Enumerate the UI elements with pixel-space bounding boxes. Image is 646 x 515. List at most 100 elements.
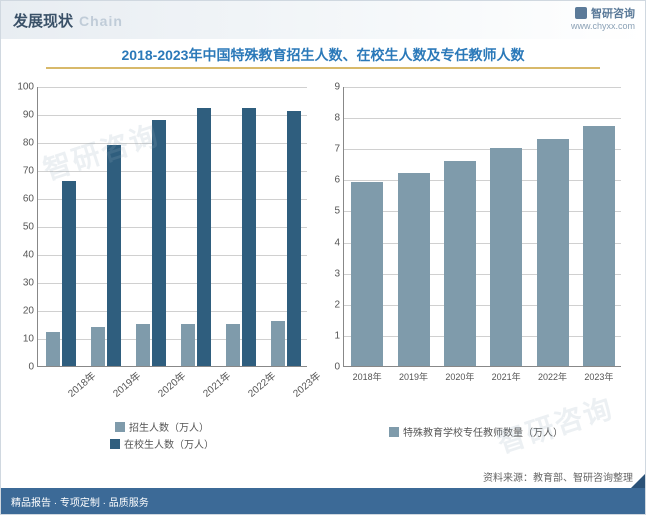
title-underline xyxy=(46,67,600,69)
y-tick-label: 6 xyxy=(334,175,344,186)
y-tick-label: 20 xyxy=(23,306,38,317)
grid-line xyxy=(344,305,621,306)
source-label: 资料来源：教育部、智研咨询整理 xyxy=(483,469,633,484)
grid-line xyxy=(344,243,621,244)
y-tick-label: 9 xyxy=(334,82,344,93)
left-plot-area: 01020304050607080901002018年2019年2020年202… xyxy=(37,87,307,367)
bar xyxy=(136,324,150,366)
x-tick-label: 2019年 xyxy=(399,366,428,383)
y-tick-label: 60 xyxy=(23,194,38,205)
chart-title-bar: 2018-2023年中国特殊教育招生人数、在校生人数及专任教师人数 xyxy=(1,39,645,73)
footer-text: 精品报告 · 专项定制 · 品质服务 xyxy=(11,494,149,509)
footer-bar: 精品报告 · 专项定制 · 品质服务 xyxy=(1,488,645,514)
bar xyxy=(537,139,569,366)
y-tick-label: 40 xyxy=(23,250,38,261)
legend-swatch xyxy=(115,422,125,432)
legend-item: 招生人数（万人） xyxy=(115,419,209,434)
y-tick-label: 50 xyxy=(23,222,38,233)
grid-line xyxy=(38,87,307,88)
header-title-en: Chain xyxy=(79,13,123,29)
grid-line xyxy=(344,274,621,275)
y-tick-label: 10 xyxy=(23,334,38,345)
grid-line xyxy=(38,339,307,340)
y-tick-label: 70 xyxy=(23,166,38,177)
legend-label: 招生人数（万人） xyxy=(129,419,209,434)
bar xyxy=(91,327,105,366)
left-chart: 0 10 20 30 40 50 60 70 80 90 100 2018年 2019年 2020年 202… xyxy=(7,77,317,457)
grid-line xyxy=(344,180,621,181)
bar xyxy=(490,148,522,366)
bar xyxy=(226,324,240,366)
grid-line xyxy=(344,149,621,150)
y-tick-label: 5 xyxy=(334,206,344,217)
bar xyxy=(107,145,121,366)
right-legend: 特殊教育学校专任教师数量（万人） xyxy=(321,424,631,439)
bar xyxy=(197,108,211,366)
x-tick-label: 2020年 xyxy=(445,366,474,383)
brand-icon xyxy=(575,7,587,19)
grid-line xyxy=(38,227,307,228)
legend-swatch xyxy=(389,427,399,437)
legend-swatch xyxy=(110,439,120,449)
grid-line xyxy=(38,143,307,144)
grid-line xyxy=(38,199,307,200)
x-tick-label: 2023年 xyxy=(287,366,323,400)
bar xyxy=(46,332,60,366)
brand-url: www.chyxx.com xyxy=(571,21,635,31)
x-tick-label: 2023年 xyxy=(584,366,613,383)
bar xyxy=(181,324,195,366)
y-tick-label: 80 xyxy=(23,138,38,149)
x-tick-label: 2021年 xyxy=(197,366,233,400)
grid-line xyxy=(38,311,307,312)
chart-title: 2018-2023年中国特殊教育招生人数、在校生人数及专任教师人数 xyxy=(122,45,525,65)
header-title-cn: 发展现状 xyxy=(13,10,73,31)
x-tick-label: 2022年 xyxy=(242,366,278,400)
brand-name: 智研咨询 xyxy=(591,5,635,21)
x-tick-label: 2018年 xyxy=(353,366,382,383)
bar xyxy=(287,111,301,366)
y-tick-label: 100 xyxy=(17,82,38,93)
legend-label: 在校生人数（万人） xyxy=(124,436,214,451)
y-tick-label: 30 xyxy=(23,278,38,289)
y-tick-label: 7 xyxy=(334,144,344,155)
x-tick-label: 2018年 xyxy=(62,366,98,400)
grid-line xyxy=(344,87,621,88)
header-right: 智研咨询 www.chyxx.com xyxy=(571,5,635,31)
header-bar: 发展现状 Chain 智研咨询 www.chyxx.com xyxy=(1,1,645,39)
bar xyxy=(351,182,383,366)
bar xyxy=(583,126,615,366)
y-tick-label: 8 xyxy=(334,113,344,124)
x-tick-label: 2022年 xyxy=(538,366,567,383)
y-tick-label: 90 xyxy=(23,110,38,121)
x-tick-label: 2019年 xyxy=(107,366,143,400)
right-plot-area: 01234567892018年2019年2020年2021年2022年2023年 xyxy=(343,87,621,367)
right-chart: 01234567892018年2019年2020年2021年2022年2023年… xyxy=(321,77,631,457)
left-legend: 招生人数（万人） 在校生人数（万人） xyxy=(7,419,317,451)
bar xyxy=(152,120,166,366)
y-tick-label: 3 xyxy=(334,268,344,279)
grid-line xyxy=(344,336,621,337)
legend-item: 特殊教育学校专任教师数量（万人） xyxy=(389,424,563,439)
y-tick-label: 1 xyxy=(334,330,344,341)
brand-block: 智研咨询 xyxy=(571,5,635,21)
grid-line xyxy=(344,118,621,119)
y-tick-label: 0 xyxy=(28,362,38,373)
bar xyxy=(242,108,256,366)
legend-item: 在校生人数（万人） xyxy=(110,436,214,451)
charts-row: 0 10 20 30 40 50 60 70 80 90 100 2018年 2019年 2020年 202… xyxy=(1,73,645,457)
y-tick-label: 4 xyxy=(334,237,344,248)
x-tick-label: 2021年 xyxy=(492,366,521,383)
y-tick-label: 2 xyxy=(334,299,344,310)
bar xyxy=(271,321,285,366)
footer-corner xyxy=(631,474,645,488)
bar xyxy=(398,173,430,366)
grid-line xyxy=(38,171,307,172)
grid-line xyxy=(38,283,307,284)
grid-line xyxy=(38,115,307,116)
grid-line xyxy=(38,255,307,256)
bar xyxy=(62,181,76,366)
grid-line xyxy=(344,211,621,212)
root: 发展现状 Chain 智研咨询 www.chyxx.com 2018-2023年… xyxy=(0,0,646,515)
legend-label: 特殊教育学校专任教师数量（万人） xyxy=(403,424,563,439)
x-tick-label: 2020年 xyxy=(152,366,188,400)
